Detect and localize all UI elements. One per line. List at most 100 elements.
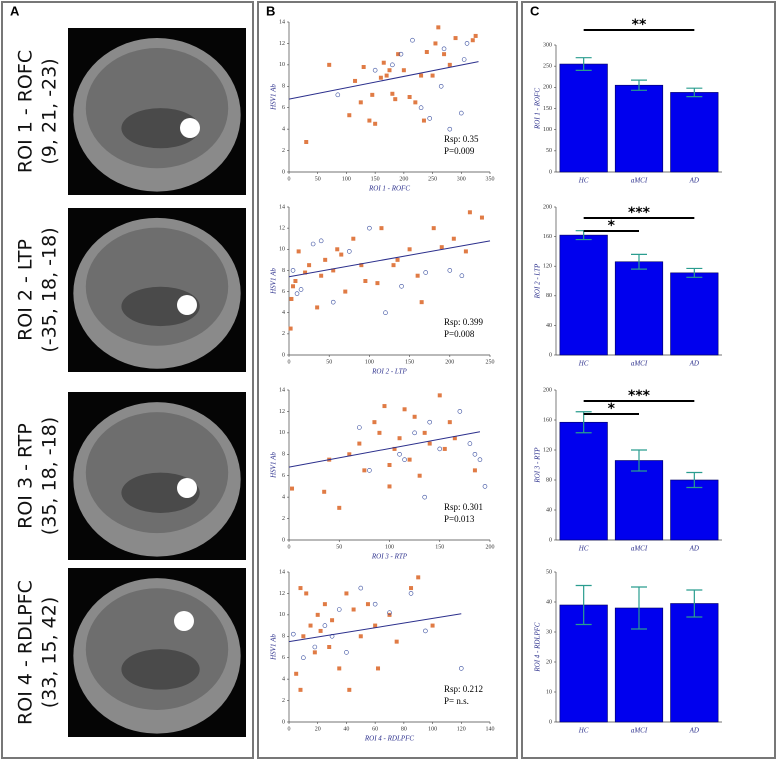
point xyxy=(402,457,407,462)
point xyxy=(424,50,429,54)
point xyxy=(467,441,473,446)
x-tick-label: 0 xyxy=(288,359,291,365)
y-tick-label: 8 xyxy=(282,452,285,458)
y-tick-label: 14 xyxy=(279,387,285,393)
point xyxy=(312,650,317,655)
point xyxy=(397,451,402,457)
y-tick-label: 2 xyxy=(282,148,285,154)
y-axis-label: ROI 2 - LTP xyxy=(534,263,542,299)
point xyxy=(291,284,296,289)
point xyxy=(327,62,332,67)
roi-name: ROI 3 - RTP xyxy=(15,423,37,529)
y-tick-label: 150 xyxy=(543,106,552,112)
point xyxy=(343,289,348,294)
point xyxy=(379,226,384,231)
x-tick-label: 100 xyxy=(428,726,437,732)
point xyxy=(365,602,370,607)
significance-label: *** xyxy=(628,388,651,404)
x-tick-label: HC xyxy=(578,360,589,368)
y-tick-label: 4 xyxy=(282,677,285,683)
point xyxy=(323,257,328,262)
y-axis-label: HSV1 Ab xyxy=(270,268,278,295)
point xyxy=(459,273,465,279)
panel-border xyxy=(521,1,776,759)
roi-name: ROI 2 - LTP xyxy=(15,239,37,341)
point xyxy=(415,273,420,278)
roi-marker xyxy=(174,611,194,631)
stat-annotation: P=0.008 xyxy=(444,329,475,339)
point xyxy=(409,586,414,591)
point xyxy=(397,436,402,441)
point xyxy=(457,409,463,414)
y-tick-label: 0 xyxy=(282,169,285,175)
significance-label: * xyxy=(608,401,616,417)
bar xyxy=(670,92,719,173)
point xyxy=(357,441,362,446)
y-tick-label: 40 xyxy=(546,599,552,605)
stat-annotation: P= n.s. xyxy=(444,696,469,706)
x-tick-label: 350 xyxy=(486,176,495,182)
y-tick-label: 10 xyxy=(546,689,552,695)
stat-annotation: P=0.009 xyxy=(444,146,475,156)
point xyxy=(394,639,399,644)
x-tick-label: 80 xyxy=(401,726,407,732)
y-tick-label: 10 xyxy=(279,62,285,68)
point xyxy=(410,37,415,43)
point xyxy=(344,650,349,655)
point xyxy=(387,463,392,467)
y-tick-label: 0 xyxy=(282,719,285,725)
point xyxy=(330,618,335,623)
x-tick-label: AD xyxy=(689,360,699,368)
y-tick-label: 14 xyxy=(279,569,285,575)
fit-line xyxy=(288,613,462,643)
point xyxy=(418,105,424,111)
point xyxy=(452,436,457,441)
point xyxy=(477,457,483,462)
point xyxy=(463,249,468,254)
point xyxy=(301,634,306,639)
y-tick-label: 40 xyxy=(546,323,552,329)
point xyxy=(362,468,367,473)
bar xyxy=(559,63,608,173)
fit-line xyxy=(288,61,479,100)
mri-brain xyxy=(85,412,229,534)
point xyxy=(290,486,295,491)
bar xyxy=(559,234,608,356)
roi-coords: (35, 18, -18) xyxy=(39,417,61,535)
x-tick-label: 20 xyxy=(315,726,321,732)
x-axis-label: ROI 3 - RTP xyxy=(371,553,408,561)
point xyxy=(288,326,293,331)
point xyxy=(407,457,412,462)
point xyxy=(346,249,352,254)
point xyxy=(315,305,320,310)
y-tick-label: 6 xyxy=(282,105,285,111)
point xyxy=(464,41,470,46)
point xyxy=(330,299,336,305)
point xyxy=(442,446,447,451)
x-tick-label: AD xyxy=(689,727,699,735)
panel-label: A xyxy=(10,3,20,18)
point xyxy=(430,623,435,628)
error-bar xyxy=(631,586,647,630)
significance-label: *** xyxy=(628,205,651,221)
point xyxy=(361,65,366,69)
error-bar xyxy=(631,79,647,91)
point xyxy=(339,252,344,257)
roi-name: ROI 1 - ROFC xyxy=(15,50,37,173)
point xyxy=(373,121,378,126)
y-tick-label: 4 xyxy=(282,310,285,316)
x-tick-label: 50 xyxy=(336,544,342,550)
y-tick-label: 8 xyxy=(282,268,285,274)
y-tick-label: 50 xyxy=(546,148,552,154)
x-tick-label: 60 xyxy=(372,726,378,732)
x-tick-label: HC xyxy=(578,177,589,185)
y-axis-label: ROI 3 - RTP xyxy=(534,447,542,484)
y-axis-label: ROI 4 - RDLPFC xyxy=(534,622,542,673)
bar xyxy=(614,460,664,541)
bar xyxy=(614,261,664,356)
point xyxy=(363,279,368,283)
point xyxy=(390,91,395,96)
point xyxy=(298,287,304,292)
y-tick-label: 10 xyxy=(279,247,285,253)
